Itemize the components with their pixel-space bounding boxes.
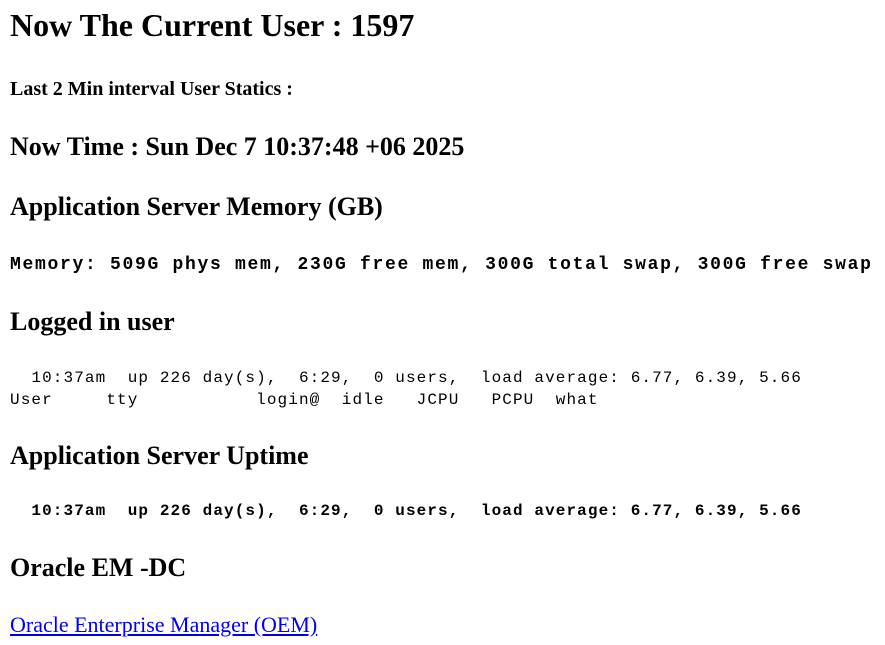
logged-in-columns: User tty login@ idle JCPU PCPU what <box>10 391 599 409</box>
oem-heading: Oracle EM -DC <box>10 553 187 582</box>
uptime-heading: Application Server Uptime <box>10 441 309 470</box>
memory-line: Memory: 509G phys mem, 230G free mem, 30… <box>10 255 873 275</box>
memory-heading: Application Server Memory (GB) <box>10 192 383 221</box>
logged-in-heading: Logged in user <box>10 307 175 336</box>
now-time-heading: Now Time : Sun Dec 7 10:37:48 +06 2025 <box>10 132 465 161</box>
uptime-line: 10:37am up 226 day(s), 6:29, 0 users, lo… <box>10 502 802 520</box>
logged-in-uptime-line: 10:37am up 226 day(s), 6:29, 0 users, lo… <box>10 369 802 387</box>
oem-link[interactable]: Oracle Enterprise Manager (OEM) <box>10 612 318 637</box>
current-user-heading: Now The Current User : 1597 <box>10 7 415 43</box>
interval-label: Last 2 Min interval User Statics : <box>10 78 293 100</box>
